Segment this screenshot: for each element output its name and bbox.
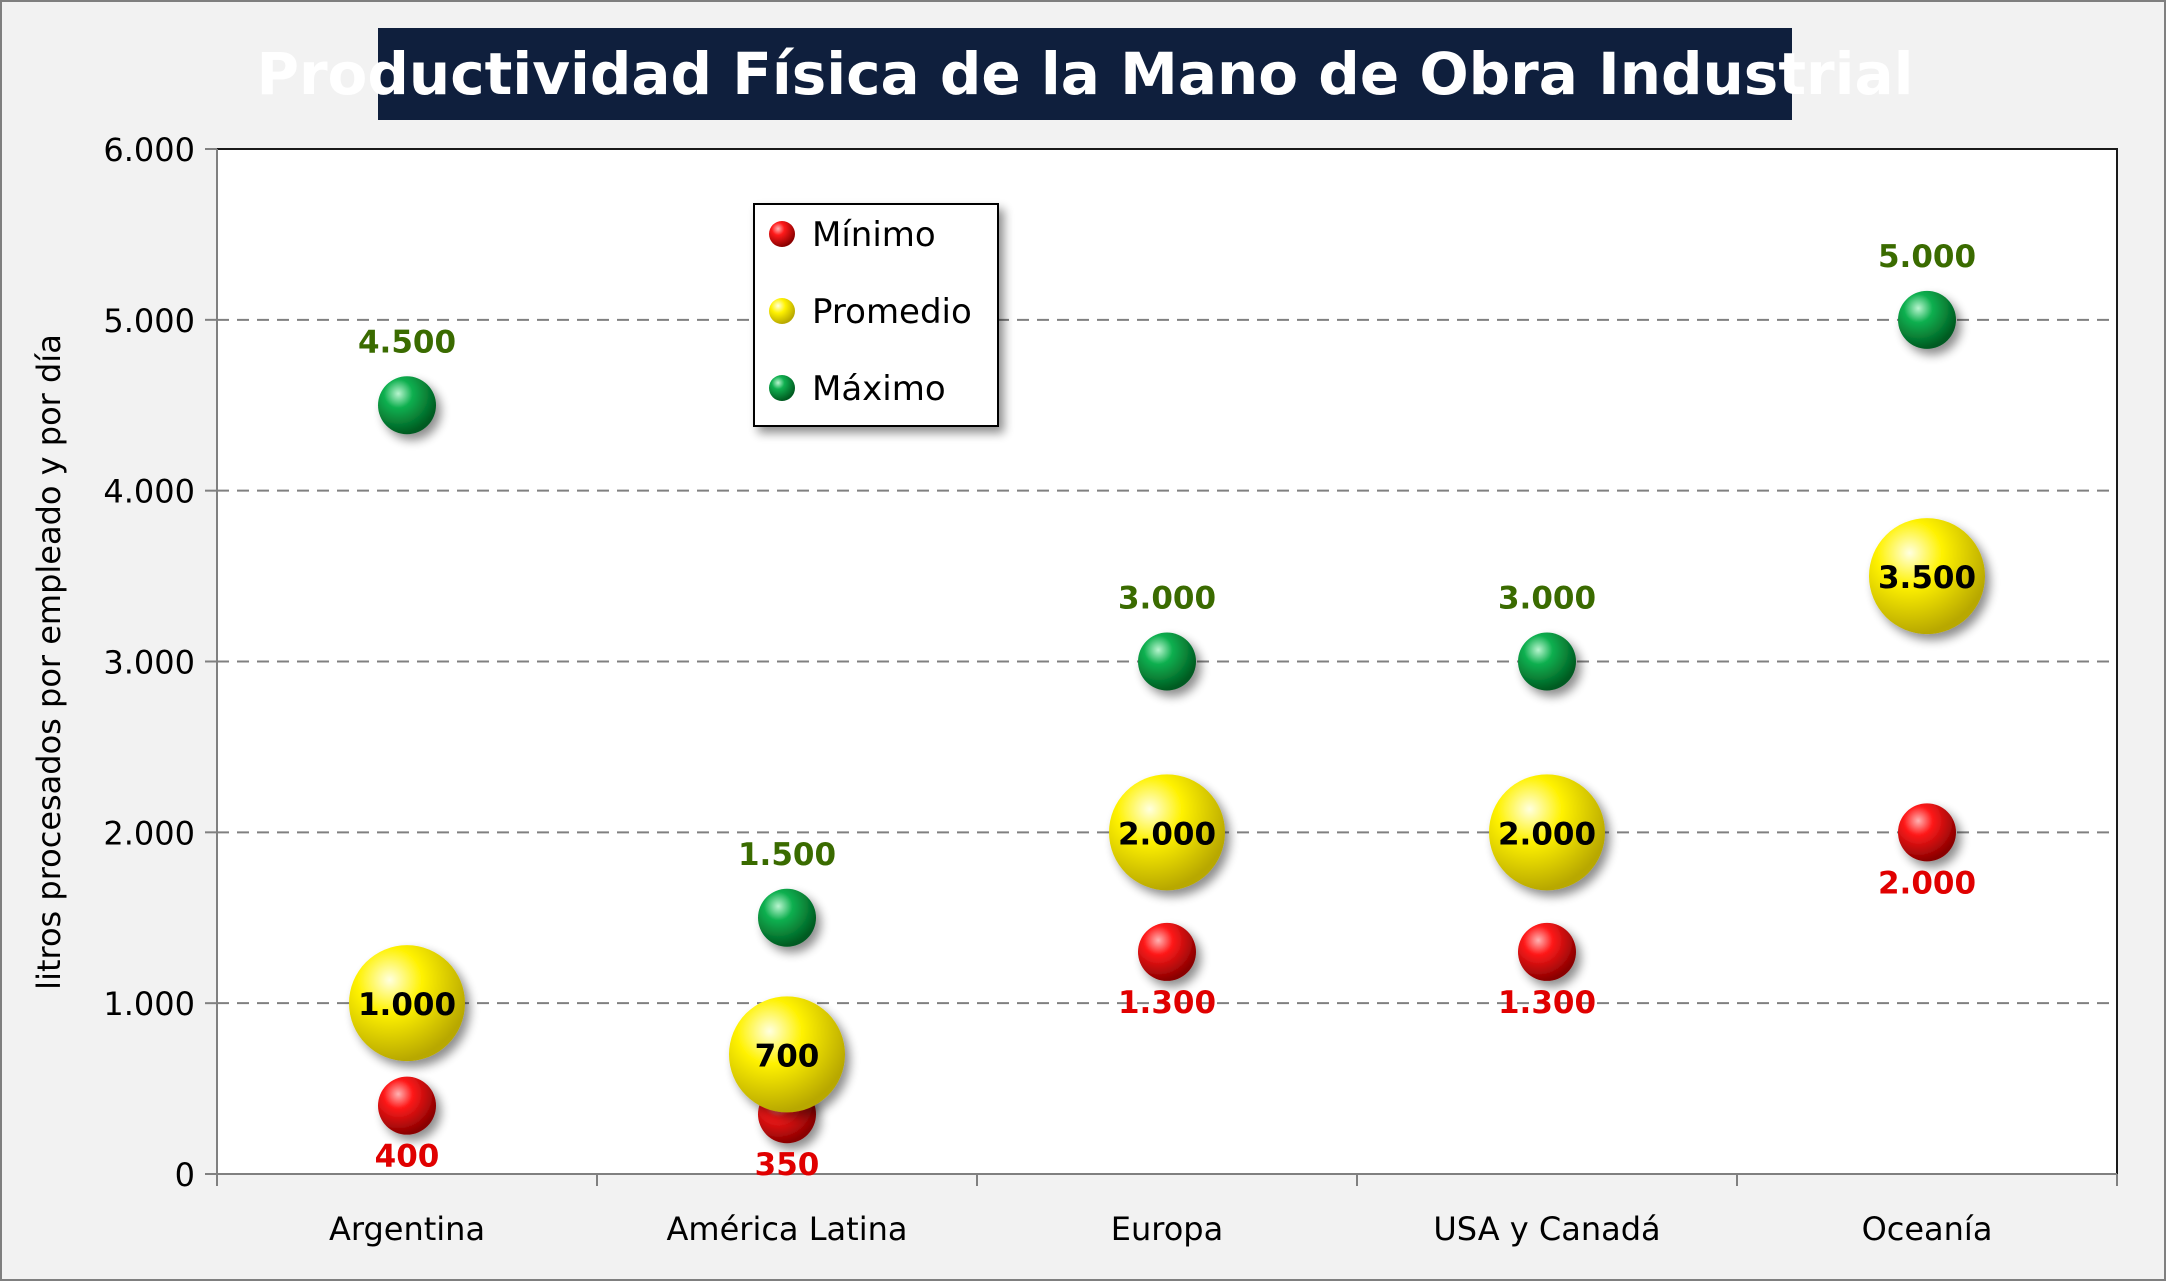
marker-promedio [1489,774,1605,891]
y-tick-label: 3.000 [103,644,195,682]
chart-title: Productividad Física de la Mano de Obra … [256,40,1913,108]
marker-promedio [1109,774,1225,891]
data-label: 3.000 [1118,581,1216,617]
data-label: 1.300 [1498,985,1596,1021]
y-axis-ticks: 0 1.000 2.000 3.000 4.000 5.000 6.000 [103,131,217,1194]
data-label: 400 [375,1139,440,1175]
data-label: 2.000 [1118,816,1216,852]
marker-maximo [378,376,436,435]
y-tick-label: 1.000 [103,985,195,1023]
y-axis-label: litros procesados por empleado y por día [30,334,68,990]
y-tick-label: 4.000 [103,473,195,511]
y-tick-label: 5.000 [103,302,195,340]
y-tick-label: 0 [175,1156,195,1194]
marker-maximo [1138,632,1196,691]
marker-minimo [378,1076,436,1135]
x-tick-label: Oceanía [1862,1210,1993,1248]
data-label: 2.000 [1498,816,1596,852]
x-tick-label: Argentina [329,1210,485,1248]
marker-minimo [1138,922,1196,981]
marker-maximo [1898,290,1956,349]
legend-label: Máximo [812,369,946,409]
x-tick-label: Europa [1111,1210,1223,1248]
x-axis-ticks: Argentina América Latina Europa USA y Canad… [216,1174,2118,1248]
chart-title-box [378,28,1792,120]
marker-promedio [729,996,845,1113]
data-label: 3.000 [1498,581,1596,617]
marker-minimo [1898,803,1956,862]
data-label: 1.000 [358,987,456,1023]
legend-marker [769,375,795,401]
data-label: 1.300 [1118,985,1216,1021]
data-label: 2.000 [1878,865,1976,901]
x-tick-label: USA y Canadá [1433,1210,1660,1248]
marker-promedio [1869,518,1985,635]
marker-maximo [758,888,816,947]
data-label: 5.000 [1878,239,1976,275]
marker-promedio [349,945,465,1062]
legend-marker [769,221,795,247]
marker-minimo [1518,922,1576,981]
data-label: 1.500 [738,837,836,873]
legend-label: Mínimo [812,215,936,255]
legend-marker [769,298,795,324]
legend: Mínimo Promedio Máximo [753,203,999,427]
data-label: 350 [755,1147,820,1183]
y-tick-label: 6.000 [103,131,195,169]
x-tick-label: América Latina [667,1210,908,1248]
data-marks: 400 350 1.300 1.300 2.000 4.500 1.500 3.000 3.00… [349,239,1985,1183]
data-label: 3.500 [1878,560,1976,596]
marker-maximo [1518,632,1576,691]
data-label: 700 [755,1038,820,1074]
y-tick-label: 2.000 [103,814,195,852]
data-label: 4.500 [358,324,456,360]
legend-label: Promedio [812,292,972,332]
